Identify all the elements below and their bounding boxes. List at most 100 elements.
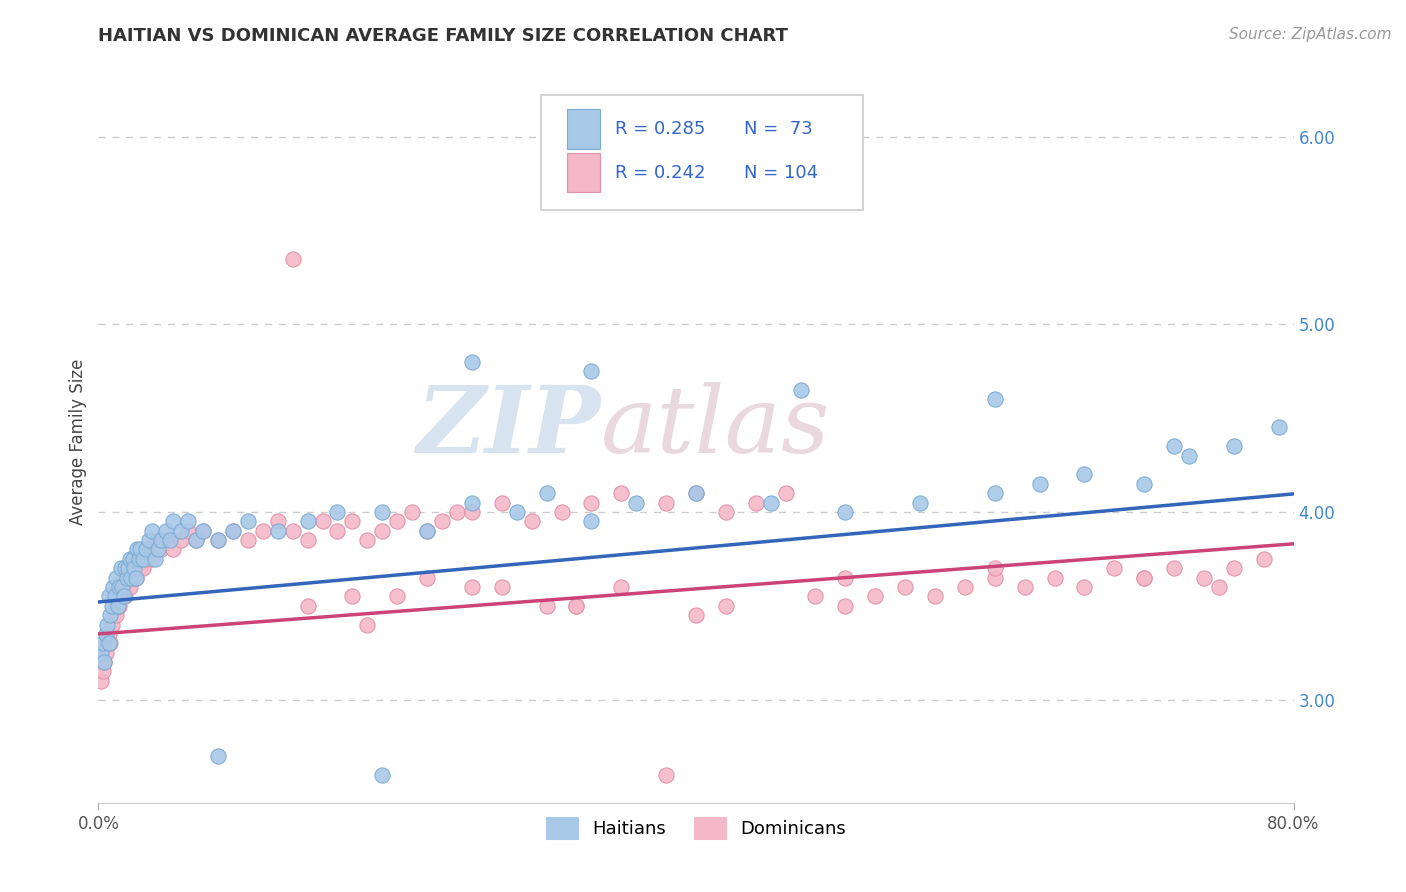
Point — [506, 505, 529, 519]
Point — [581, 514, 603, 528]
Point — [581, 495, 603, 509]
Point — [148, 533, 170, 547]
Point — [105, 608, 128, 623]
Point — [155, 524, 177, 538]
Point — [1028, 476, 1050, 491]
Point — [491, 580, 513, 594]
Point — [103, 608, 125, 623]
Point — [191, 524, 214, 538]
Point — [150, 533, 173, 547]
Point — [1073, 467, 1095, 482]
Point — [1223, 561, 1246, 575]
Bar — [567, 153, 600, 193]
Point — [385, 590, 409, 604]
Point — [90, 646, 112, 660]
Point — [148, 542, 170, 557]
Point — [155, 533, 177, 547]
Point — [121, 571, 143, 585]
Point — [745, 495, 768, 509]
Point — [371, 505, 394, 519]
Point — [267, 514, 290, 528]
Point — [96, 636, 118, 650]
Point — [141, 524, 163, 538]
Point — [128, 551, 150, 566]
Point — [685, 608, 707, 623]
Point — [1043, 571, 1066, 585]
Point — [115, 580, 138, 594]
Point — [127, 551, 149, 566]
Point — [162, 514, 184, 528]
Point — [1133, 571, 1156, 585]
Point — [908, 495, 931, 509]
Point — [655, 495, 678, 509]
Y-axis label: Average Family Size: Average Family Size — [69, 359, 87, 524]
Text: N =  73: N = 73 — [744, 120, 813, 138]
Point — [124, 561, 146, 575]
Point — [97, 636, 120, 650]
Point — [141, 551, 163, 566]
Point — [1133, 476, 1156, 491]
Point — [984, 486, 1007, 500]
Point — [124, 561, 146, 575]
Point — [775, 486, 797, 500]
Text: R = 0.242: R = 0.242 — [614, 164, 706, 182]
Point — [342, 590, 364, 604]
Point — [385, 514, 409, 528]
Point — [101, 599, 124, 613]
Point — [98, 608, 122, 623]
Point — [655, 767, 678, 781]
Point — [128, 561, 150, 575]
Point — [118, 551, 141, 566]
Point — [143, 551, 166, 566]
Point — [117, 561, 139, 575]
Point — [191, 524, 214, 538]
Point — [184, 533, 207, 547]
Point — [1253, 551, 1275, 566]
Point — [110, 580, 132, 594]
Point — [121, 551, 143, 566]
Point — [127, 542, 149, 557]
Point — [924, 590, 946, 604]
Point — [714, 599, 737, 613]
Point — [865, 590, 887, 604]
Point — [104, 590, 127, 604]
Point — [236, 533, 259, 547]
Point — [138, 542, 160, 557]
Point — [267, 524, 290, 538]
Point — [93, 655, 115, 669]
Point — [581, 364, 603, 378]
Text: ZIP: ZIP — [416, 382, 600, 472]
Point — [610, 486, 633, 500]
Point — [416, 524, 439, 538]
Point — [1163, 561, 1185, 575]
Point — [430, 514, 453, 528]
Point — [297, 533, 319, 547]
Point — [834, 599, 856, 613]
Point — [111, 580, 134, 594]
Point — [120, 571, 142, 585]
Point — [461, 495, 484, 509]
Point — [114, 590, 136, 604]
Point — [714, 505, 737, 519]
Point — [107, 590, 129, 604]
Point — [177, 514, 200, 528]
Point — [108, 580, 131, 594]
Point — [115, 571, 138, 585]
Point — [94, 627, 117, 641]
Point — [90, 673, 112, 688]
Point — [520, 514, 543, 528]
Point — [222, 524, 245, 538]
Point — [356, 533, 378, 547]
Point — [236, 514, 259, 528]
Point — [834, 571, 856, 585]
Point — [281, 252, 304, 266]
Point — [1014, 580, 1036, 594]
Point — [297, 599, 319, 613]
Point — [416, 571, 439, 585]
Point — [114, 561, 136, 575]
Point — [461, 505, 484, 519]
Point — [326, 524, 349, 538]
Point — [112, 590, 135, 604]
Point — [207, 748, 229, 763]
Point — [97, 627, 120, 641]
